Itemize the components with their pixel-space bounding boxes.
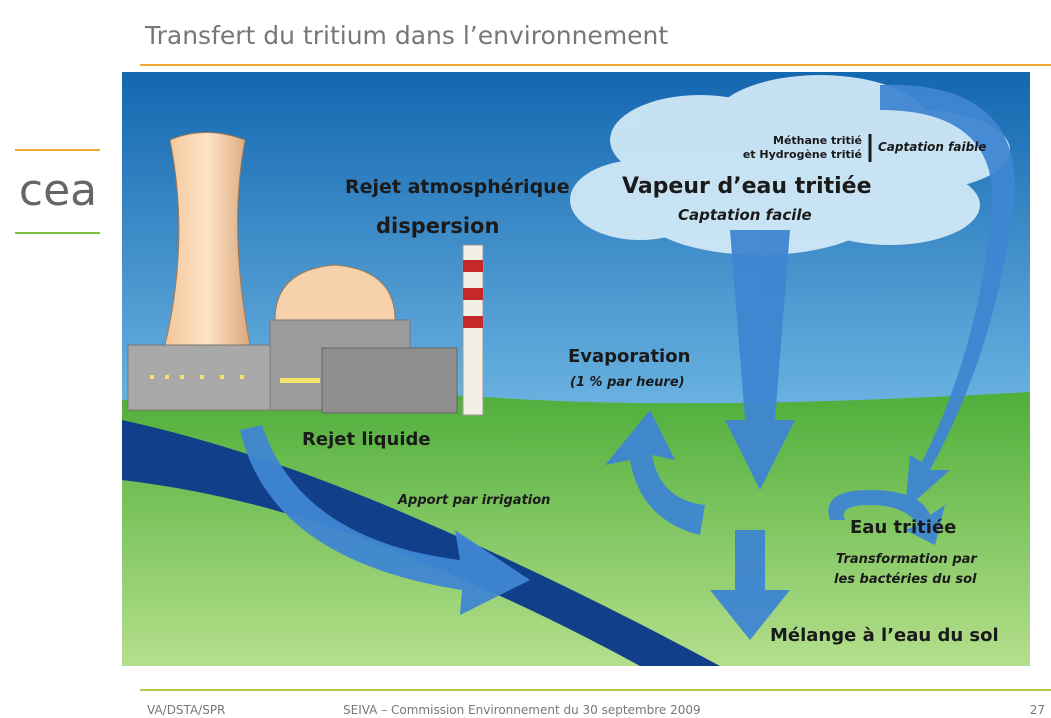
label: Apport par irrigation: [397, 493, 550, 508]
label: les bactéries du sol: [834, 572, 977, 587]
footer-center: SEIVA – Commission Environnement du 30 s…: [343, 703, 701, 717]
logo: cea: [19, 165, 97, 216]
label: Captation faible: [878, 140, 986, 154]
label: Evaporation: [568, 346, 690, 367]
label: (1 % par heure): [570, 375, 685, 390]
slide: Transfert du tritium dans l’environnemen…: [0, 0, 1051, 718]
label: Vapeur d’eau tritiée: [622, 174, 872, 199]
slide-title: Transfert du tritium dans l’environnemen…: [144, 21, 668, 50]
page-number: 27: [1030, 703, 1045, 717]
label: dispersion: [376, 214, 499, 238]
label: Rejet liquide: [302, 429, 431, 450]
footer-left: VA/DSTA/SPR: [147, 703, 225, 717]
label: Mélange à l’eau du sol: [770, 625, 999, 646]
label: Eau tritiée: [850, 517, 956, 538]
label: Méthane tritié: [773, 134, 862, 147]
label: Transformation par: [836, 552, 978, 567]
label: Rejet atmosphérique: [345, 176, 570, 198]
label: Captation facile: [678, 206, 812, 224]
label: et Hydrogène tritié: [743, 148, 862, 161]
